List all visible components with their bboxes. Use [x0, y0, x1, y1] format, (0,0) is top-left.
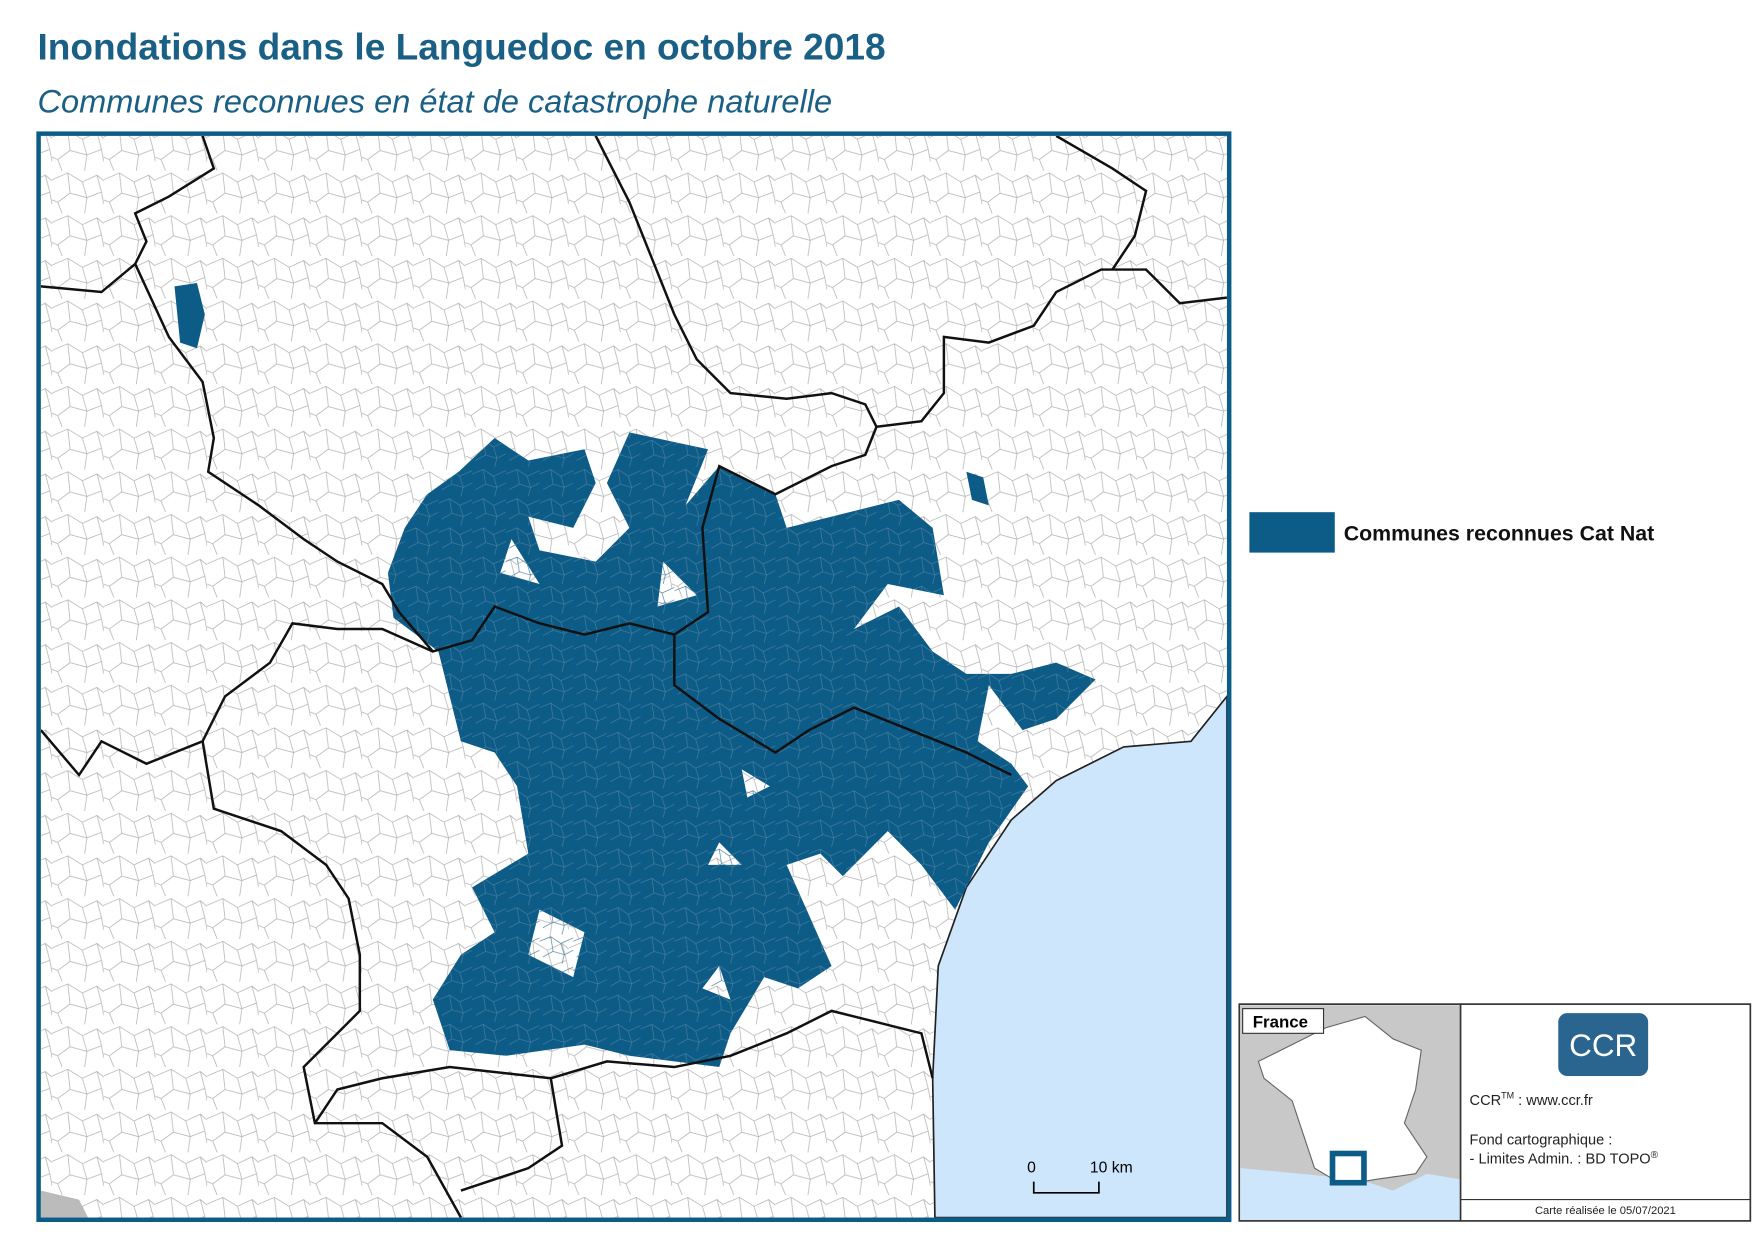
foreign-land: [40, 1190, 89, 1218]
credit-url: : www.ccr.fr: [1514, 1093, 1593, 1109]
inset-label-box: [1242, 1008, 1325, 1034]
inset-label: France: [1253, 1013, 1308, 1032]
logo-text: CCR: [1569, 1028, 1637, 1063]
inset-france: [1257, 1015, 1428, 1186]
department-borders: [40, 135, 1227, 1218]
credit: CCRTM : www.ccr.fr: [1470, 1090, 1593, 1109]
subtitle: Communes reconnues en état de catastroph…: [37, 83, 832, 119]
scale-bar: 0 10 km: [1027, 1160, 1133, 1194]
map: [40, 135, 1227, 1218]
credit-tm: TM: [1501, 1090, 1514, 1100]
flooded-mesh: [387, 432, 1096, 1068]
source-title: Fond cartographique :: [1470, 1133, 1613, 1149]
scale-line: [1032, 1181, 1100, 1194]
scale-start: 0: [1027, 1160, 1036, 1177]
inset: France CCR CCRTM : www.ccr.fr Fond carto…: [1238, 1003, 1752, 1222]
inset-locator: [1329, 1150, 1367, 1186]
date: Carte réalisée le 05/07/2021: [1535, 1205, 1676, 1217]
title: Inondations dans le Languedoc en octobre…: [37, 26, 885, 68]
credit-name: CCR: [1470, 1093, 1502, 1109]
map-frame: [36, 131, 1232, 1223]
legend-swatch: [1249, 512, 1335, 553]
source-mark: ®: [1651, 1150, 1659, 1161]
source-line: - Limites Admin. : BD TOPO®: [1470, 1150, 1659, 1168]
flooded-commune: [174, 283, 205, 349]
inset-sea: [1240, 1168, 1461, 1220]
logo-box: [1558, 1013, 1649, 1077]
source-text: - Limites Admin. : BD TOPO: [1470, 1152, 1651, 1168]
flooded-commune: [966, 471, 989, 506]
legend-label: Communes reconnues Cat Nat: [1344, 521, 1655, 545]
scale-end: 10 km: [1090, 1160, 1133, 1177]
